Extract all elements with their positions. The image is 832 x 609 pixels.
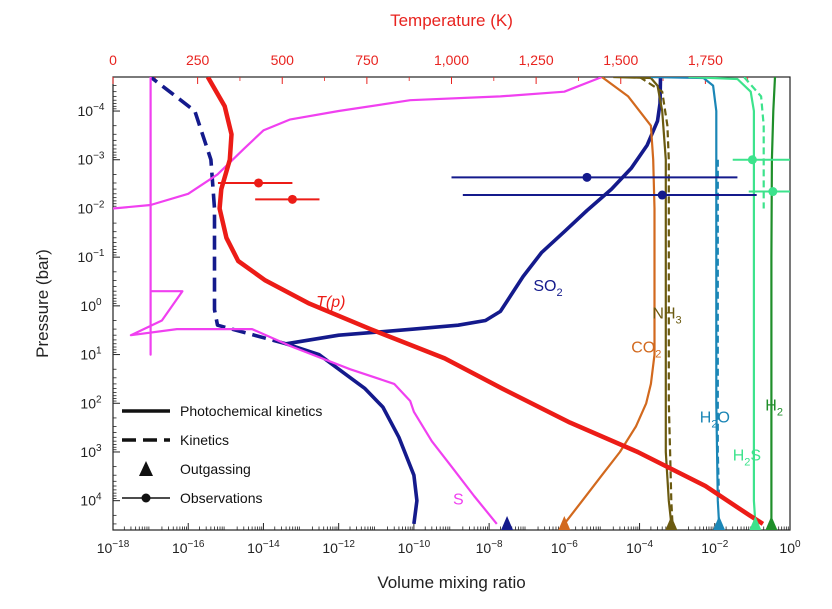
- legend-label-kinetics: Kinetics: [180, 432, 229, 448]
- outgassing-marker: [665, 516, 678, 530]
- x-tick-label: 10−10: [398, 539, 431, 556]
- x2-axis-title: Temperature (K): [390, 11, 513, 30]
- series-label-tp: T(p): [316, 294, 345, 311]
- x-axis-title: Volume mixing ratio: [377, 573, 525, 592]
- series-line-nh3-kinetics-: [639, 77, 674, 524]
- y-tick-label: 104: [80, 492, 102, 509]
- series-layer: [113, 77, 777, 526]
- x2-tick-label: 1,750: [688, 52, 723, 68]
- x2-tick-label: 250: [186, 52, 210, 68]
- series-line-s-upper-: [113, 77, 603, 210]
- series-line-h2s: [688, 77, 757, 524]
- x2-tick-label: 500: [271, 52, 295, 68]
- x-tick-label: 100: [779, 539, 801, 556]
- x-tick-label: 10−4: [626, 539, 653, 556]
- x2-tick-label: 0: [109, 52, 117, 68]
- x2-tick-label: 1,000: [434, 52, 469, 68]
- series-label-so2-photochemical-kinetics-: SO2: [533, 278, 562, 299]
- observation-point: [287, 194, 297, 204]
- axes-layer: 10−18 10−16 10−14 10−12 10−10 10−8 10−6 10−4 10−…: [33, 11, 801, 592]
- x2-tick-label: 1,250: [519, 52, 554, 68]
- markers-layer: [217, 155, 790, 530]
- x2-tick-label: 750: [355, 52, 379, 68]
- y-tick-label: 102: [80, 394, 102, 411]
- y-axis-title: Pressure (bar): [33, 249, 52, 358]
- observation-point: [254, 178, 264, 188]
- series-line-t-p-: [205, 77, 765, 526]
- series-line-s: [129, 77, 498, 525]
- observation-point: [768, 187, 778, 197]
- series-line-h2s-kinetics-: [743, 77, 765, 209]
- legend-label-outgassing: Outgassing: [180, 461, 251, 477]
- series-line-h2o-kinetics-: [716, 159, 721, 501]
- legend-observation-dot: [141, 493, 151, 503]
- series-line-so2-kinetics-: [149, 77, 287, 346]
- series-line-so2-photochemical-kinetics-: [284, 77, 663, 525]
- outgassing-marker: [501, 516, 514, 530]
- legend-label-photochemical: Photochemical kinetics: [180, 403, 322, 419]
- y-tick-label: 103: [80, 443, 102, 460]
- series-label-h2s: H2S: [733, 448, 761, 469]
- x-tick-label: 10−16: [172, 539, 205, 556]
- legend-triangle: [139, 461, 153, 476]
- legend-label-observations: Observations: [180, 490, 262, 506]
- series-label-co2: CO2: [631, 339, 661, 360]
- y-tick-label: 10−3: [78, 151, 105, 168]
- y-tick-label: 100: [80, 297, 102, 314]
- outgassing-marker: [713, 516, 726, 530]
- legend: Photochemical kinetics Kinetics Outgassing…: [122, 403, 322, 506]
- x-tick-label: 10−18: [97, 539, 130, 556]
- y-tick-label: 101: [80, 346, 102, 363]
- observation-point: [657, 190, 667, 200]
- x-tick-label: 10−2: [701, 539, 728, 556]
- outgassing-marker: [765, 516, 778, 530]
- outgassing-marker: [558, 516, 571, 530]
- series-label-nh3: NH3: [652, 305, 681, 326]
- series-line-co2: [563, 77, 656, 525]
- series-line-nh3: [613, 77, 673, 525]
- outgassing-marker: [749, 516, 762, 530]
- series-line-h2o: [650, 77, 721, 524]
- series-label-h2o: H2O: [700, 410, 730, 431]
- x-tick-label: 10−12: [322, 539, 355, 556]
- observation-point: [747, 155, 757, 165]
- series-label-s: S: [453, 492, 464, 509]
- x2-tick-label: 1,500: [603, 52, 638, 68]
- series-line-h2: [770, 77, 777, 524]
- y-tick-label: 10−2: [78, 199, 105, 216]
- y-tick-label: 10−1: [78, 248, 105, 265]
- series-label-h2: H2: [765, 397, 783, 418]
- observation-point: [582, 172, 592, 182]
- x-tick-label: 10−6: [551, 539, 578, 556]
- x-tick-label: 10−8: [476, 539, 503, 556]
- y-tick-label: 10−4: [78, 102, 105, 119]
- x-tick-label: 10−14: [247, 539, 280, 556]
